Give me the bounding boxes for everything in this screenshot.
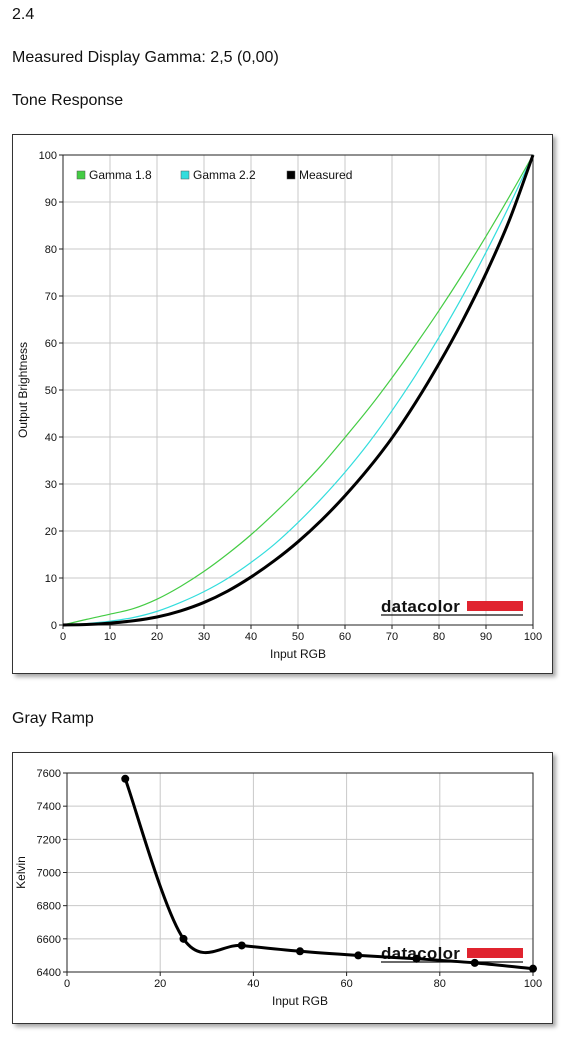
x-tick-label: 10	[104, 631, 116, 643]
gray-ramp-panel: 0 20 40 60 80 100 6400 6600 6800 7000 7200 7400 7600…	[12, 752, 553, 1024]
y-axis-label: Output Brightness	[16, 342, 30, 438]
y-tick-label: 50	[45, 385, 57, 397]
gray-ramp-title: Gray Ramp	[12, 710, 94, 727]
y-tick-label: 10	[45, 573, 57, 585]
x-tick-label: 20	[151, 631, 163, 643]
y-tick-label: 7600	[37, 768, 61, 780]
x-tick-label: 40	[247, 978, 259, 990]
y-tick-label: 20	[45, 526, 57, 538]
y-tick-label: 100	[39, 150, 57, 162]
series-line-measured	[62, 154, 535, 627]
x-tick-label: 80	[434, 978, 446, 990]
y-tick-label: 6400	[37, 967, 61, 979]
x-tick-label: 100	[524, 978, 542, 990]
data-point	[354, 951, 363, 960]
x-tick-label: 50	[292, 631, 304, 643]
x-tick-label: 60	[339, 631, 351, 643]
section-number: 2.4	[12, 6, 35, 23]
datacolor-logo-text: datacolor	[381, 597, 460, 616]
x-tick-label: 70	[386, 631, 398, 643]
gamma-measurement: Measured Display Gamma: 2,5 (0,00)	[12, 49, 279, 66]
datacolor-logo-bar	[467, 601, 523, 611]
gray-ramp-chart: 0 20 40 60 80 100 6400 6600 6800 7000 7200 7400 7600…	[14, 768, 542, 1008]
y-tick-label: 40	[45, 432, 57, 444]
tone-response-chart: 0 10 20 30 40 50 60 70 80 90 100 0 10 20 30 40 50 60 70 80 9…	[16, 150, 542, 661]
data-point	[296, 947, 304, 956]
x-tick-label: 60	[340, 978, 352, 990]
legend-swatch	[286, 170, 296, 180]
data-point	[529, 964, 537, 973]
x-tick-label: 20	[154, 978, 166, 990]
legend-label: Gamma 1.8	[89, 168, 152, 182]
data-point	[470, 958, 479, 967]
y-tick-label: 90	[45, 197, 57, 209]
y-axis-label: Kelvin	[14, 856, 28, 889]
y-tick-label: 70	[45, 291, 57, 303]
y-tick-label: 60	[45, 338, 57, 350]
x-tick-label: 0	[60, 631, 66, 643]
legend-label: Gamma 2.2	[193, 168, 256, 182]
data-point	[412, 954, 421, 963]
data-point	[237, 941, 246, 950]
x-tick-label: 80	[433, 631, 445, 643]
y-tick-label: 0	[51, 620, 57, 632]
legend-swatch	[180, 170, 190, 180]
legend-swatch	[76, 170, 86, 180]
y-tick-label: 30	[45, 479, 57, 491]
data-point	[179, 934, 188, 943]
datacolor-logo: datacolor	[381, 597, 523, 616]
y-tick-label: 80	[45, 244, 57, 256]
x-tick-label: 40	[245, 631, 257, 643]
y-tick-label: 7200	[37, 834, 61, 846]
y-tick-label: 6600	[37, 934, 61, 946]
y-tick-label: 7000	[37, 868, 61, 880]
series-line-gamma-2-2	[62, 154, 534, 626]
x-axis-label: Input RGB	[270, 647, 326, 661]
x-axis-label: Input RGB	[272, 994, 328, 1008]
y-tick-label: 6800	[37, 901, 61, 913]
tone-response-title: Tone Response	[12, 92, 124, 109]
data-point	[121, 774, 130, 783]
series-line-gamma-1-8	[62, 154, 534, 626]
datacolor-logo-bar	[467, 948, 523, 958]
y-tick-label: 7400	[37, 801, 61, 813]
x-tick-label: 90	[480, 631, 492, 643]
tone-response-panel: 0 10 20 30 40 50 60 70 80 90 100 0 10 20 30 40 50 60 70 80 9…	[12, 134, 553, 674]
legend-label: Measured	[299, 168, 352, 182]
x-tick-label: 30	[198, 631, 210, 643]
x-tick-label: 0	[64, 978, 70, 990]
x-tick-label: 100	[524, 631, 542, 643]
